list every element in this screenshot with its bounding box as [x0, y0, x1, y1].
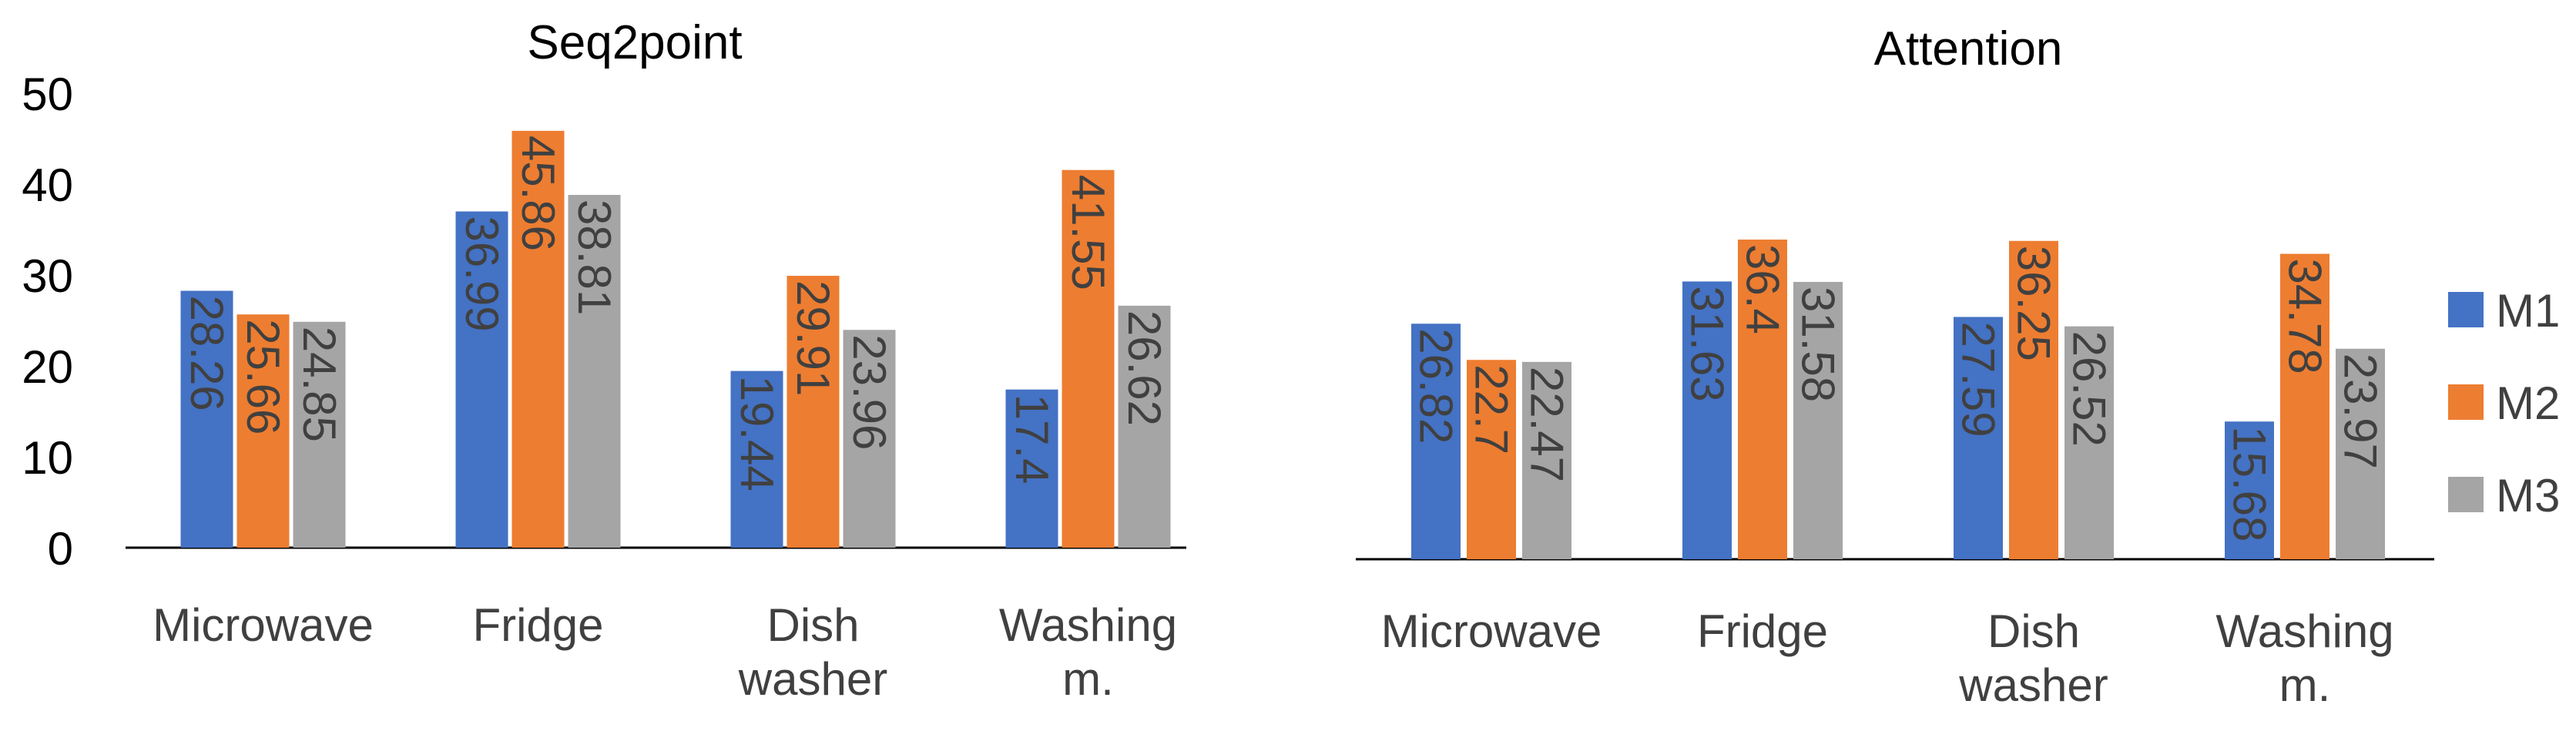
x-category-label-line: Microwave: [1381, 605, 1602, 657]
y-tick-label: 50: [22, 69, 73, 120]
bar-m3: [2336, 348, 2385, 559]
legend-swatch-m1: [2448, 292, 2484, 327]
y-tick-label: 20: [22, 341, 73, 393]
bar-m2: [2009, 240, 2058, 559]
bar-data-label: 22.47: [1521, 367, 1573, 482]
bar-m3: [293, 321, 346, 548]
bar-data-label: 38.81: [569, 200, 620, 315]
bar-data-label: 23.96: [844, 334, 895, 450]
bar-data-label: 17.4: [1006, 394, 1058, 485]
x-category-label-line: Microwave: [153, 599, 374, 651]
bar-m2: [236, 314, 290, 548]
bar-data-label: 26.82: [1410, 328, 1462, 444]
bar-data-label: 19.44: [731, 376, 783, 491]
bar-m1: [1954, 317, 2003, 559]
x-category-label-line: m.: [2279, 659, 2331, 711]
legend-swatch-m3: [2448, 477, 2484, 512]
x-category-label: Fridge: [1697, 605, 1828, 657]
bar-m3: [1118, 305, 1171, 548]
bar-m3: [568, 195, 621, 548]
x-category-label-line: Fridge: [472, 599, 603, 651]
bar-m3: [843, 330, 896, 548]
x-category-label: Microwave: [153, 599, 374, 651]
x-category-label: Fridge: [472, 599, 603, 651]
bar-data-label: 31.63: [1682, 286, 1733, 401]
x-category-label-line: Washing: [999, 599, 1177, 651]
x-category-label-line: washer: [1958, 659, 2108, 711]
bar-m3: [2064, 326, 2114, 559]
bar-m2: [2280, 253, 2329, 559]
bar-data-label: 23.97: [2335, 354, 2386, 469]
bar-data-label: 24.85: [293, 327, 345, 442]
bar-data-label: 36.99: [456, 216, 508, 332]
bar-m2: [1467, 360, 1516, 559]
chart-title: Attention: [1874, 22, 2063, 75]
chart-title: Seq2point: [527, 16, 742, 69]
bar-m1: [2225, 421, 2274, 559]
bar-data-label: 27.59: [1953, 321, 2004, 437]
bar-m1: [1005, 389, 1058, 548]
bar-data-label: 31.58: [1793, 287, 1844, 402]
y-tick-label: 30: [22, 250, 73, 302]
bar-m3: [1793, 281, 1843, 559]
bar-data-label: 41.55: [1062, 175, 1114, 290]
bar-m2: [1062, 169, 1115, 548]
bar-m2: [512, 130, 565, 548]
bar-data-label: 34.78: [2279, 259, 2331, 374]
legend-swatch-m2: [2448, 384, 2484, 420]
bar-data-label: 26.62: [1119, 310, 1170, 426]
bar-data-label: 36.25: [2008, 246, 2060, 361]
bar-data-label: 22.7: [1466, 364, 1518, 454]
y-tick-label: 10: [22, 432, 73, 484]
bar-m2: [787, 276, 840, 548]
x-category-label: Dish washer: [1958, 605, 2108, 711]
x-category-label: Washing m.: [2215, 605, 2393, 711]
bar-m1: [730, 371, 783, 548]
y-tick-label: 0: [48, 523, 73, 575]
bar-m2: [1738, 240, 1787, 559]
x-category-label-line: Washing: [2215, 605, 2393, 657]
bar-data-label: 45.86: [512, 136, 564, 251]
legend-label-m3: M3: [2496, 470, 2560, 521]
x-category-label-line: Dish: [766, 599, 859, 651]
legend-label-m1: M1: [2496, 285, 2560, 337]
bar-data-label: 25.66: [237, 319, 289, 434]
bar-data-label: 15.68: [2224, 426, 2276, 542]
bar-m1: [455, 211, 508, 548]
bar-data-label: 28.26: [181, 296, 233, 411]
x-category-label: Microwave: [1381, 605, 1602, 657]
legend-label-m2: M2: [2496, 377, 2560, 429]
bar-data-label: 29.91: [787, 280, 839, 396]
bar-m1: [1682, 281, 1732, 559]
y-tick-label: 40: [22, 159, 73, 211]
bar-data-label: 36.4: [1737, 244, 1789, 334]
x-category-label-line: Dish: [1987, 605, 2080, 657]
x-category-label-line: Fridge: [1697, 605, 1828, 657]
x-category-label: Washing m.: [999, 599, 1177, 705]
x-category-label-line: m.: [1062, 653, 1114, 705]
bar-m1: [1411, 324, 1461, 559]
x-category-label-line: washer: [738, 653, 887, 705]
bar-m1: [180, 290, 233, 548]
bar-m3: [1522, 361, 1571, 559]
bar-data-label: 26.52: [2064, 331, 2115, 447]
x-category-label: Dish washer: [738, 599, 887, 705]
